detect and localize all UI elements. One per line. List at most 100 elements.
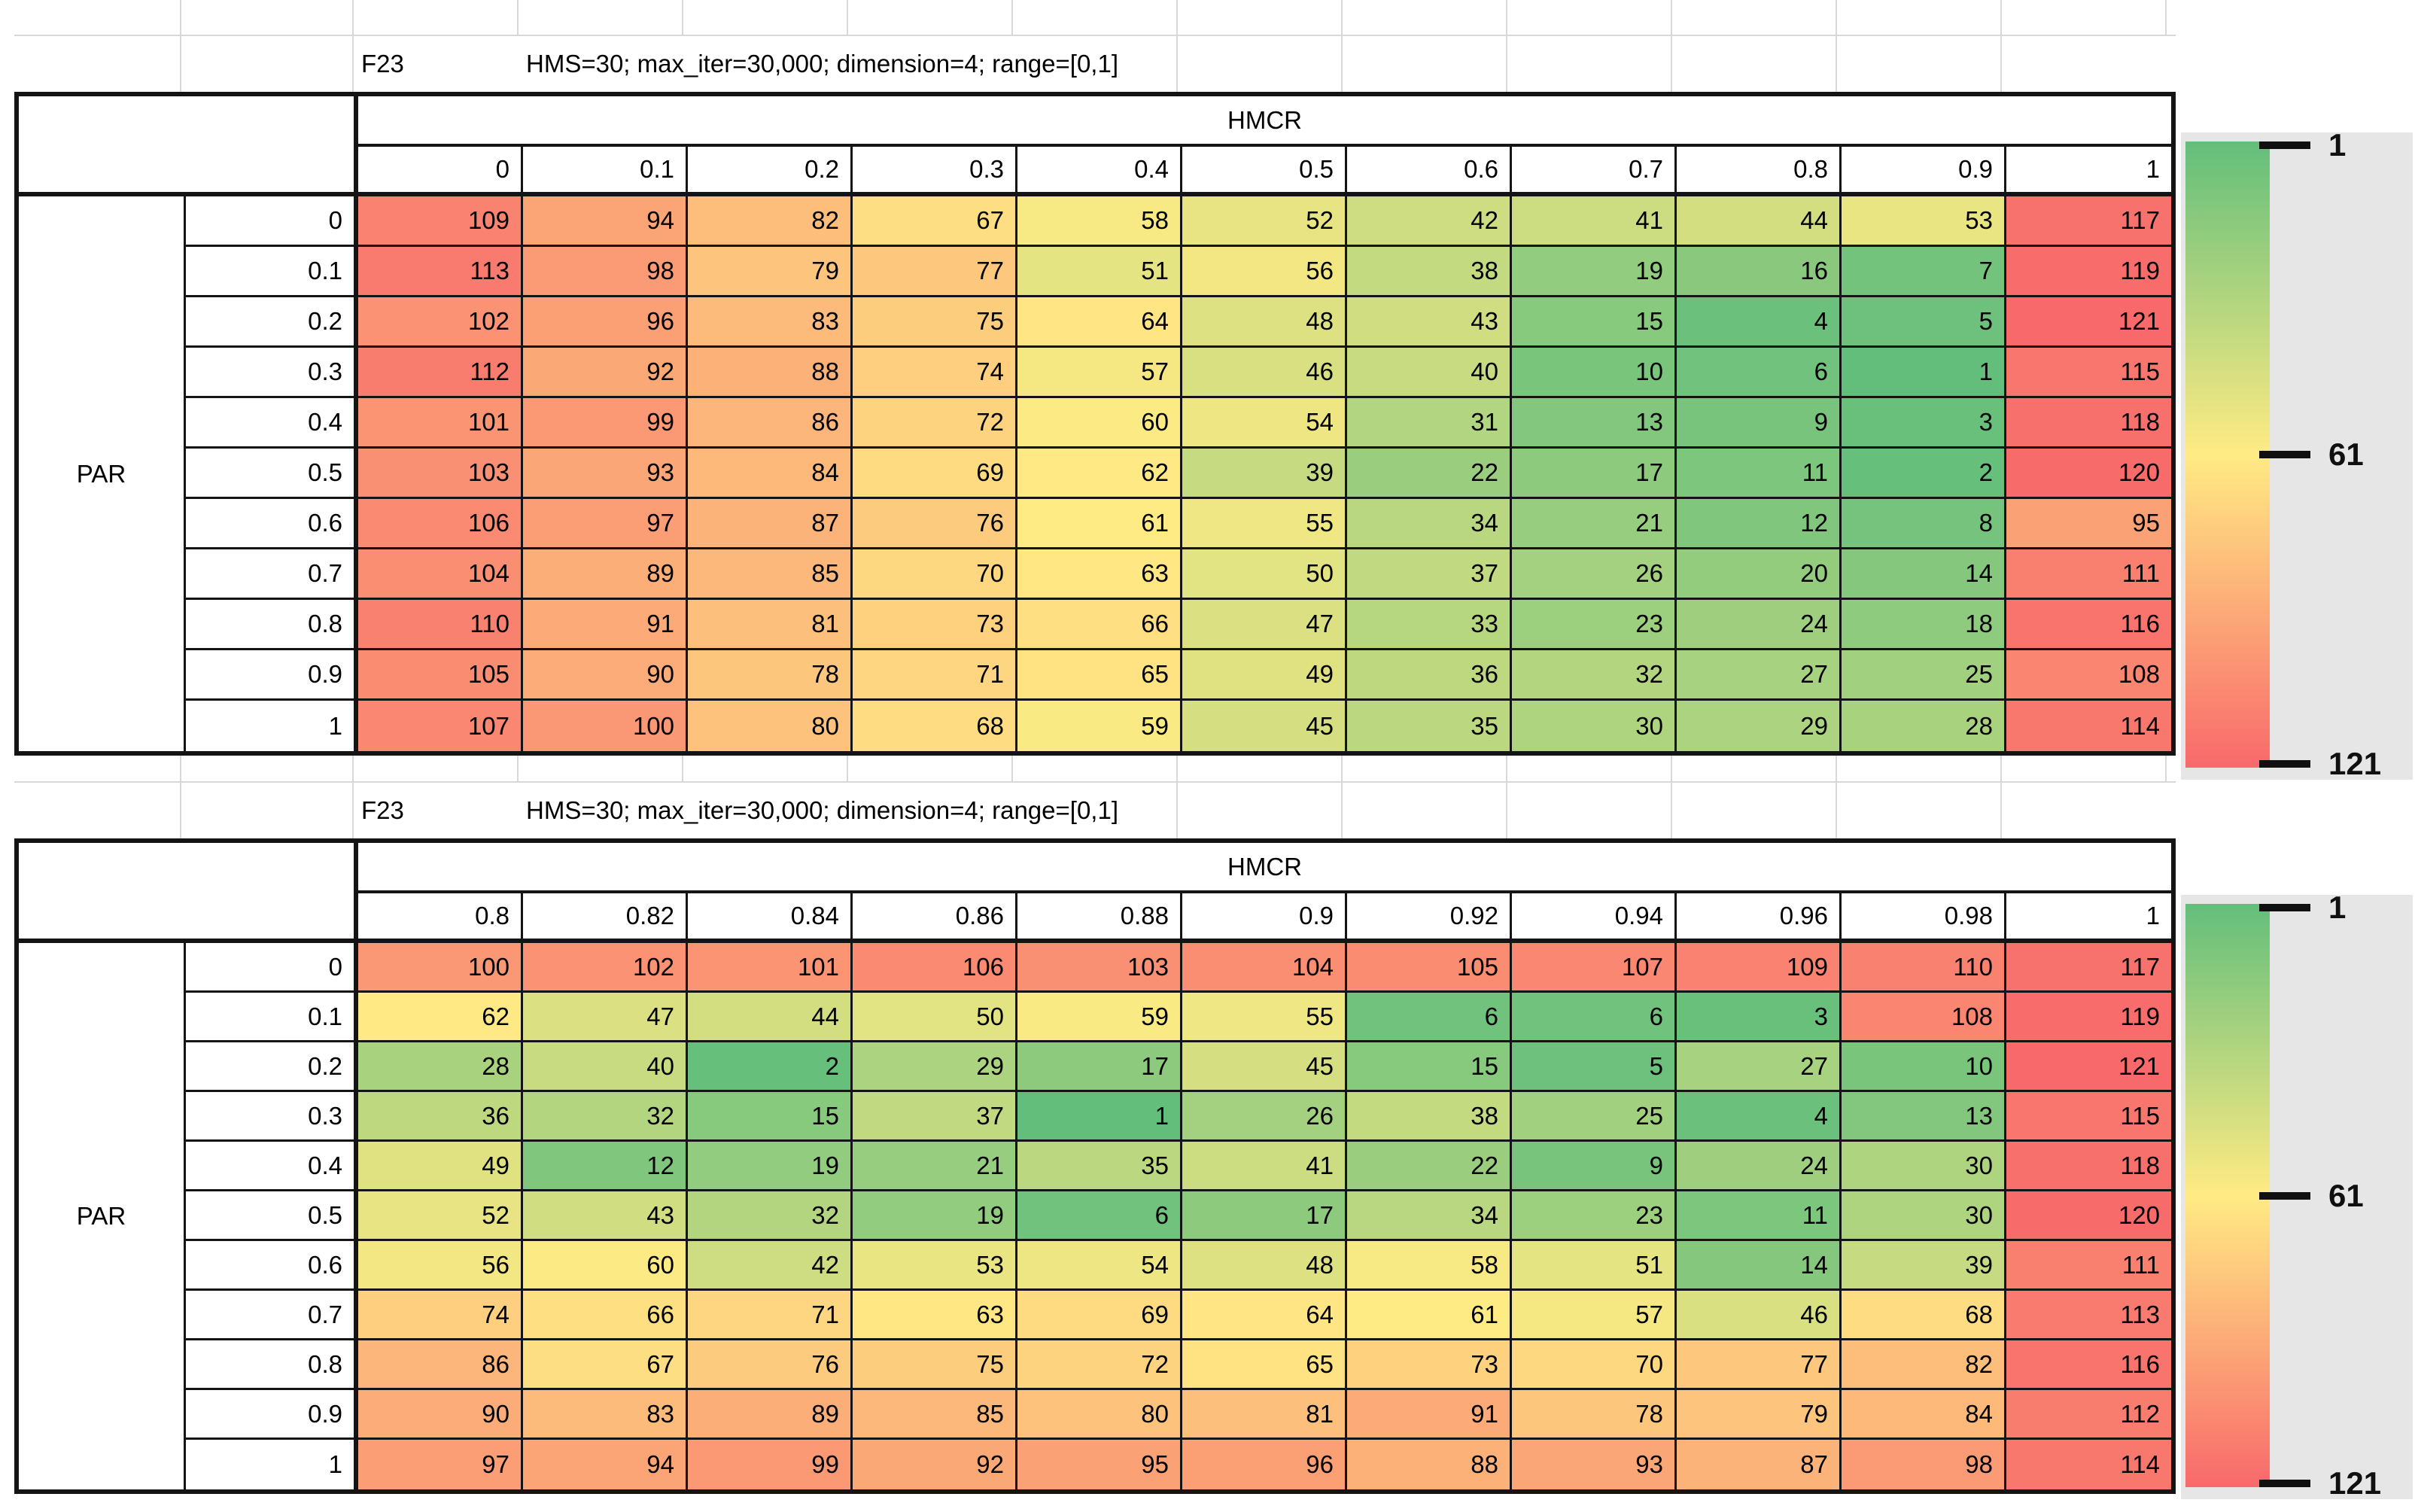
data-cell: 107 bbox=[1512, 943, 1677, 993]
row-header-cell: 0.4 bbox=[186, 1142, 358, 1191]
data-cell: 44 bbox=[688, 993, 853, 1042]
data-cell: 75 bbox=[853, 1340, 1017, 1390]
data-cell: 100 bbox=[523, 701, 688, 751]
row-header-cell: 0.7 bbox=[186, 1291, 358, 1340]
empty-cell bbox=[1343, 36, 1507, 92]
col-header-cell: 0.8 bbox=[358, 893, 523, 943]
data-cell: 18 bbox=[1842, 600, 2006, 650]
col-header-cell: 0.1 bbox=[523, 147, 688, 196]
data-cell: 6 bbox=[1347, 993, 1512, 1042]
data-cell: 15 bbox=[1347, 1042, 1512, 1092]
row-header-cell: 0.5 bbox=[186, 1191, 358, 1241]
data-cell: 53 bbox=[1842, 196, 2006, 247]
color-scale-legend-1: 1 61 121 bbox=[2181, 127, 2413, 781]
grid-cell bbox=[2002, 0, 2167, 35]
col-header-cell: 0 bbox=[358, 147, 523, 196]
data-cell: 25 bbox=[1842, 650, 2006, 701]
data-cell: 16 bbox=[1677, 247, 1842, 297]
grid-cell bbox=[1837, 756, 2002, 781]
data-cell: 93 bbox=[1512, 1440, 1677, 1489]
data-cell: 10 bbox=[1842, 1042, 2006, 1092]
data-cell: 62 bbox=[358, 993, 523, 1042]
data-cell: 114 bbox=[2006, 1440, 2171, 1489]
row-header-cell: 0.1 bbox=[186, 993, 358, 1042]
empty-cell bbox=[1837, 783, 2002, 838]
data-cell: 61 bbox=[1347, 1291, 1512, 1340]
data-cell: 41 bbox=[1512, 196, 1677, 247]
data-cell: 74 bbox=[853, 348, 1017, 398]
data-cell: 30 bbox=[1842, 1142, 2006, 1191]
grid-cell bbox=[1343, 756, 1507, 781]
data-cell: 24 bbox=[1677, 1142, 1842, 1191]
data-cell: 21 bbox=[1512, 499, 1677, 549]
data-cell: 48 bbox=[1182, 1241, 1347, 1291]
data-cell: 119 bbox=[2006, 993, 2171, 1042]
data-cell: 8 bbox=[1842, 499, 2006, 549]
data-cell: 117 bbox=[2006, 196, 2171, 247]
data-cell: 12 bbox=[1677, 499, 1842, 549]
data-cell: 56 bbox=[358, 1241, 523, 1291]
col-axis-label: HMCR bbox=[358, 843, 2171, 893]
data-cell: 77 bbox=[1677, 1340, 1842, 1390]
col-header-cell: 0.94 bbox=[1512, 893, 1677, 943]
data-cell: 14 bbox=[1677, 1241, 1842, 1291]
row-header-cell: 0.9 bbox=[186, 650, 358, 701]
grid-cell bbox=[519, 0, 683, 35]
grid-cell bbox=[354, 756, 519, 781]
data-cell: 5 bbox=[1842, 297, 2006, 348]
grid-cell bbox=[683, 756, 848, 781]
data-cell: 120 bbox=[2006, 1191, 2171, 1241]
data-cell: 21 bbox=[853, 1142, 1017, 1191]
data-cell: 40 bbox=[1347, 348, 1512, 398]
col-axis-label: HMCR bbox=[358, 96, 2171, 147]
data-cell: 77 bbox=[853, 247, 1017, 297]
data-cell: 41 bbox=[1182, 1142, 1347, 1191]
data-cell: 95 bbox=[1017, 1440, 1182, 1489]
data-cell: 37 bbox=[853, 1092, 1017, 1142]
data-cell: 93 bbox=[523, 449, 688, 499]
data-cell: 112 bbox=[358, 348, 523, 398]
data-cell: 69 bbox=[1017, 1291, 1182, 1340]
data-cell: 6 bbox=[1677, 348, 1842, 398]
data-cell: 1 bbox=[1017, 1092, 1182, 1142]
col-header-cell: 1 bbox=[2006, 893, 2171, 943]
data-cell: 43 bbox=[1347, 297, 1512, 348]
data-cell: 30 bbox=[1512, 701, 1677, 751]
data-cell: 121 bbox=[2006, 297, 2171, 348]
data-cell: 102 bbox=[523, 943, 688, 993]
data-cell: 84 bbox=[1842, 1390, 2006, 1440]
row-axis-label: PAR bbox=[19, 196, 186, 751]
data-cell: 31 bbox=[1347, 398, 1512, 449]
row-header-cell: 0.4 bbox=[186, 398, 358, 449]
data-cell: 32 bbox=[523, 1092, 688, 1142]
data-cell: 107 bbox=[358, 701, 523, 751]
data-cell: 12 bbox=[523, 1142, 688, 1191]
data-cell: 32 bbox=[688, 1191, 853, 1241]
grid-cell bbox=[1013, 0, 1178, 35]
empty-cell bbox=[1178, 36, 1343, 92]
col-header-cell: 0.98 bbox=[1842, 893, 2006, 943]
color-gradient-bar bbox=[2185, 141, 2270, 768]
data-cell: 45 bbox=[1182, 701, 1347, 751]
data-cell: 59 bbox=[1017, 701, 1182, 751]
col-header-cell: 0.5 bbox=[1182, 147, 1347, 196]
data-cell: 97 bbox=[523, 499, 688, 549]
data-cell: 92 bbox=[523, 348, 688, 398]
data-cell: 54 bbox=[1017, 1241, 1182, 1291]
table1-title-row: F23 HMS=30; max_iter=30,000; dimension=4… bbox=[14, 36, 2176, 92]
header-corner-cell bbox=[19, 96, 358, 196]
data-cell: 15 bbox=[1512, 297, 1677, 348]
col-header-cell: 0.3 bbox=[853, 147, 1017, 196]
row-header-cell: 0.9 bbox=[186, 1390, 358, 1440]
data-cell: 34 bbox=[1347, 499, 1512, 549]
table2-title-row: F23 HMS=30; max_iter=30,000; dimension=4… bbox=[14, 783, 2176, 838]
data-cell: 64 bbox=[1182, 1291, 1347, 1340]
data-cell: 19 bbox=[688, 1142, 853, 1191]
data-cell: 101 bbox=[688, 943, 853, 993]
data-cell: 69 bbox=[853, 449, 1017, 499]
data-cell: 83 bbox=[688, 297, 853, 348]
data-cell: 40 bbox=[523, 1042, 688, 1092]
data-cell: 98 bbox=[1842, 1440, 2006, 1489]
data-cell: 30 bbox=[1842, 1191, 2006, 1241]
